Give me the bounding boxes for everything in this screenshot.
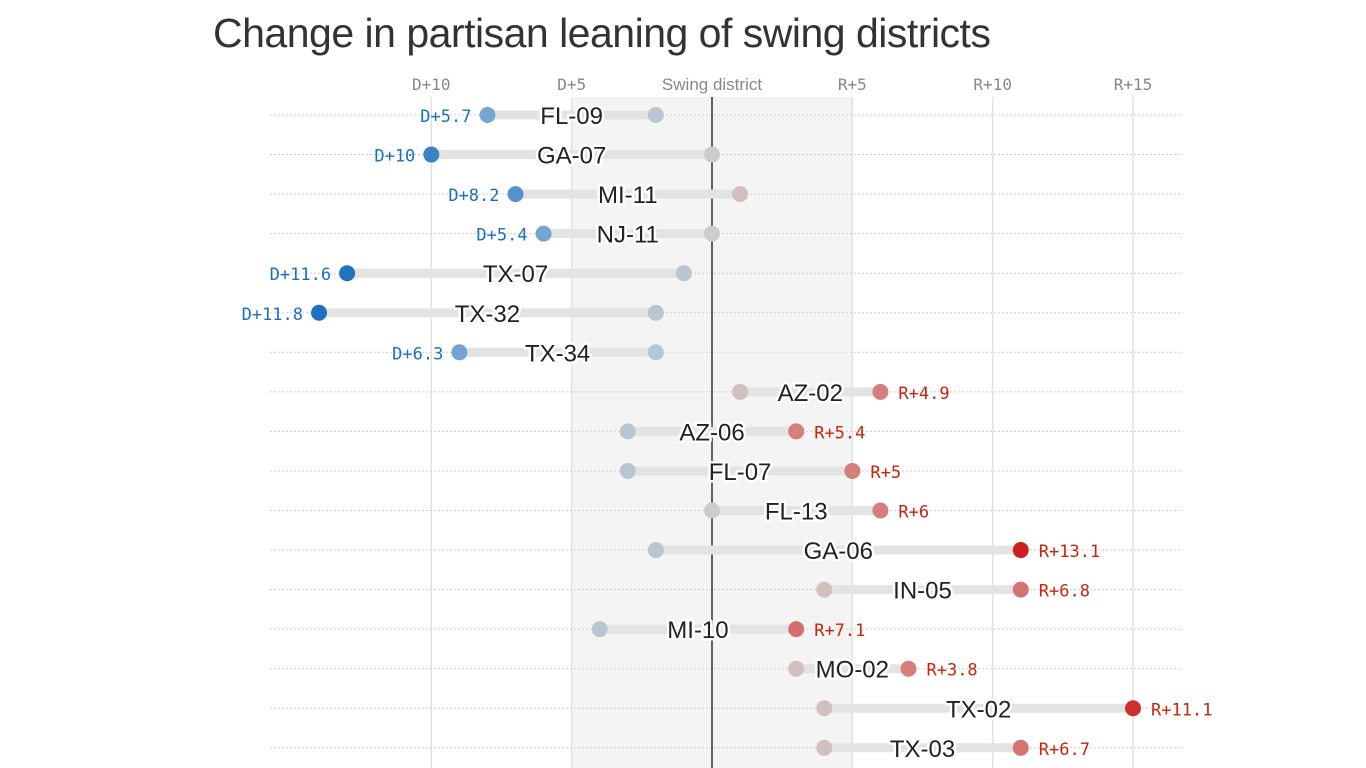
start-dot <box>788 660 805 677</box>
district-label: MI-10 <box>667 617 728 644</box>
start-dot <box>647 107 664 123</box>
change-label: D+11.6 <box>270 265 331 285</box>
change-label: R+5.4 <box>814 423 865 443</box>
start-dot <box>619 462 636 479</box>
end-dot <box>1012 542 1029 559</box>
change-label: R+5 <box>870 463 901 483</box>
change-label: R+4.9 <box>898 384 949 404</box>
district-label: NJ-11 <box>597 222 659 249</box>
end-dot <box>311 304 328 321</box>
end-dot <box>872 502 889 519</box>
dumbbell-row: FL-07 R+5 <box>619 456 901 488</box>
change-label: R+3.8 <box>926 661 977 681</box>
chart-title: Change in partisan leaning of swing dist… <box>213 10 991 56</box>
x-tick-label: R+10 <box>973 75 1012 94</box>
district-label: MI-11 <box>598 182 658 209</box>
dumbbell-row: TX-07 D+11.6 <box>270 259 692 291</box>
x-tick-label: R+5 <box>838 75 867 94</box>
district-label: FL-09 <box>540 103 603 130</box>
change-label: R+6 <box>898 503 929 523</box>
dumbbell-row: GA-07 D+10 <box>374 140 720 172</box>
start-dot <box>704 225 720 242</box>
start-dot <box>647 344 664 361</box>
district-label: FL-13 <box>765 499 828 526</box>
end-dot <box>1125 700 1142 717</box>
start-dot <box>675 265 692 282</box>
change-label: D+6.3 <box>392 344 443 364</box>
dumbbell-row: AZ-02 R+4.9 <box>732 377 950 409</box>
start-dot <box>816 581 833 598</box>
change-label: D+5.4 <box>476 226 527 246</box>
start-dot <box>816 739 833 756</box>
dumbbell-row: IN-05 R+6.8 <box>816 575 1090 607</box>
start-dot <box>647 542 664 559</box>
end-dot <box>788 621 805 638</box>
district-label: TX-32 <box>455 301 520 328</box>
x-tick-label: Swing district <box>662 75 762 94</box>
start-dot <box>704 502 720 519</box>
district-label: TX-34 <box>525 340 590 367</box>
dumbbell-row: GA-06 R+13.1 <box>647 536 1100 568</box>
change-label: D+5.7 <box>420 107 471 127</box>
district-label: GA-07 <box>537 143 606 170</box>
district-label: TX-03 <box>890 736 955 763</box>
end-dot <box>535 225 552 242</box>
start-dot <box>619 423 636 440</box>
end-dot <box>451 344 468 361</box>
end-dot <box>423 146 440 163</box>
change-label: R+13.1 <box>1039 542 1100 562</box>
end-dot <box>339 265 356 282</box>
x-tick-label: D+5 <box>557 75 586 94</box>
change-label: R+7.1 <box>814 621 865 641</box>
district-label: AZ-02 <box>778 380 843 407</box>
dumbbell-row: MI-10 R+7.1 <box>591 615 865 647</box>
start-dot <box>816 700 833 717</box>
change-label: D+10 <box>374 147 415 167</box>
start-dot <box>704 146 720 163</box>
end-dot <box>479 107 496 123</box>
district-label: AZ-06 <box>679 419 744 446</box>
dumbbell-row: NJ-11 D+5.4 <box>476 219 720 251</box>
end-dot <box>507 186 524 203</box>
start-dot <box>647 304 664 321</box>
district-label: IN-05 <box>893 578 952 605</box>
end-dot <box>900 660 917 677</box>
end-dot <box>872 383 889 400</box>
dumbbell-row: MI-11 D+8.2 <box>448 180 749 212</box>
change-label: D+11.8 <box>242 305 303 325</box>
district-label: TX-07 <box>483 261 548 288</box>
change-label: R+11.1 <box>1151 700 1212 720</box>
end-dot <box>788 423 805 440</box>
dumbbell-row: TX-32 D+11.8 <box>242 298 664 330</box>
start-dot <box>732 186 749 203</box>
district-label: TX-02 <box>946 696 1011 723</box>
x-tick-label: R+15 <box>1114 75 1153 94</box>
dumbbell-row: TX-34 D+6.3 <box>392 338 664 370</box>
district-label: MO-02 <box>816 657 889 684</box>
start-dot <box>591 621 608 638</box>
district-label: FL-07 <box>709 459 772 486</box>
district-label: GA-06 <box>804 538 873 565</box>
dumbbell-row: TX-02 R+11.1 <box>816 694 1212 726</box>
end-dot <box>844 462 861 479</box>
x-tick-label: D+10 <box>412 75 451 94</box>
change-label: R+6.8 <box>1039 582 1090 602</box>
change-label: D+8.2 <box>448 186 499 206</box>
start-dot <box>732 383 749 400</box>
dumbbell-row: AZ-06 R+5.4 <box>619 417 865 449</box>
dumbbell-row: TX-03 R+6.7 <box>816 733 1090 765</box>
end-dot <box>1012 739 1029 756</box>
dumbbell-row: FL-13 R+6 <box>704 496 929 528</box>
dumbbell-row: FL-09 D+5.7 <box>420 101 664 133</box>
dumbbell-row: MO-02 R+3.8 <box>788 654 978 686</box>
end-dot <box>1012 581 1029 598</box>
change-label: R+6.7 <box>1039 740 1090 760</box>
